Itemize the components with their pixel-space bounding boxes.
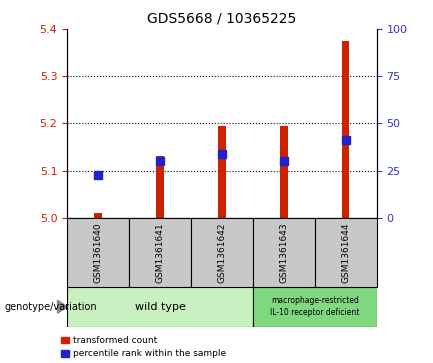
Text: genotype/variation: genotype/variation: [4, 302, 97, 312]
Text: wild type: wild type: [135, 302, 185, 312]
Text: GSM1361640: GSM1361640: [94, 222, 103, 283]
Text: GSM1361642: GSM1361642: [217, 222, 226, 282]
Bar: [253, 218, 315, 287]
Text: GSM1361643: GSM1361643: [279, 222, 288, 283]
Text: macrophage-restricted
IL-10 receptor deficient: macrophage-restricted IL-10 receptor def…: [270, 296, 359, 317]
Legend: transformed count, percentile rank within the sample: transformed count, percentile rank withi…: [61, 336, 226, 359]
Bar: [315, 218, 377, 287]
Bar: [94, 213, 102, 218]
Title: GDS5668 / 10365225: GDS5668 / 10365225: [147, 11, 297, 25]
Text: GSM1361644: GSM1361644: [341, 222, 350, 282]
Text: GSM1361641: GSM1361641: [155, 222, 165, 283]
Bar: [253, 287, 377, 327]
Bar: [67, 218, 129, 287]
Point: [94, 172, 101, 178]
Bar: [156, 156, 164, 218]
Bar: [191, 218, 253, 287]
Point: [342, 137, 349, 143]
Bar: [129, 218, 191, 287]
Bar: [342, 41, 349, 218]
Bar: [67, 287, 253, 327]
Polygon shape: [58, 300, 67, 313]
Point: [218, 151, 225, 157]
Bar: [218, 126, 226, 218]
Point: [156, 158, 163, 164]
Bar: [280, 126, 288, 218]
Point: [281, 158, 288, 164]
